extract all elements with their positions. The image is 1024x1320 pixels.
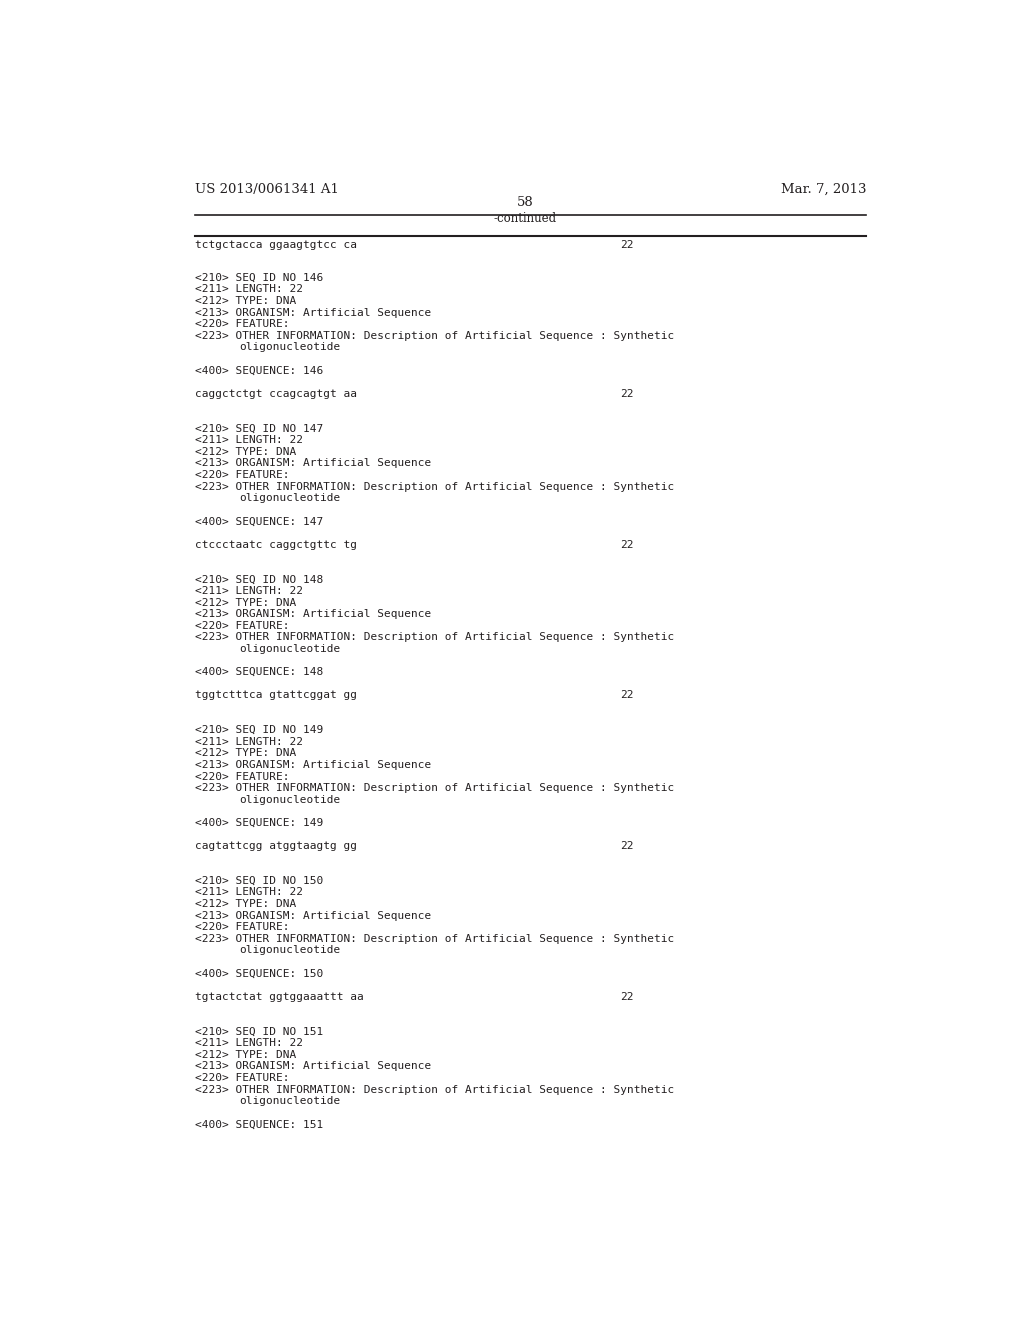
Text: <212> TYPE: DNA: <212> TYPE: DNA	[196, 748, 297, 758]
Text: <223> OTHER INFORMATION: Description of Artificial Sequence : Synthetic: <223> OTHER INFORMATION: Description of …	[196, 783, 675, 793]
Text: <223> OTHER INFORMATION: Description of Artificial Sequence : Synthetic: <223> OTHER INFORMATION: Description of …	[196, 1085, 675, 1094]
Text: <213> ORGANISM: Artificial Sequence: <213> ORGANISM: Artificial Sequence	[196, 911, 432, 920]
Text: <212> TYPE: DNA: <212> TYPE: DNA	[196, 447, 297, 457]
Text: <213> ORGANISM: Artificial Sequence: <213> ORGANISM: Artificial Sequence	[196, 458, 432, 469]
Text: <213> ORGANISM: Artificial Sequence: <213> ORGANISM: Artificial Sequence	[196, 609, 432, 619]
Text: 22: 22	[620, 389, 634, 399]
Text: caggctctgt ccagcagtgt aa: caggctctgt ccagcagtgt aa	[196, 389, 357, 399]
Text: oligonucleotide: oligonucleotide	[240, 342, 340, 352]
Text: <213> ORGANISM: Artificial Sequence: <213> ORGANISM: Artificial Sequence	[196, 1061, 432, 1072]
Text: <220> FEATURE:: <220> FEATURE:	[196, 319, 290, 329]
Text: US 2013/0061341 A1: US 2013/0061341 A1	[196, 183, 339, 195]
Text: <220> FEATURE:: <220> FEATURE:	[196, 923, 290, 932]
Text: 22: 22	[620, 991, 634, 1002]
Text: <210> SEQ ID NO 150: <210> SEQ ID NO 150	[196, 876, 324, 886]
Text: <213> ORGANISM: Artificial Sequence: <213> ORGANISM: Artificial Sequence	[196, 308, 432, 318]
Text: 22: 22	[620, 240, 634, 249]
Text: <211> LENGTH: 22: <211> LENGTH: 22	[196, 887, 303, 898]
Text: <400> SEQUENCE: 148: <400> SEQUENCE: 148	[196, 667, 324, 677]
Text: <212> TYPE: DNA: <212> TYPE: DNA	[196, 296, 297, 306]
Text: <220> FEATURE:: <220> FEATURE:	[196, 620, 290, 631]
Text: <220> FEATURE:: <220> FEATURE:	[196, 470, 290, 480]
Text: <223> OTHER INFORMATION: Description of Artificial Sequence : Synthetic: <223> OTHER INFORMATION: Description of …	[196, 632, 675, 643]
Text: <400> SEQUENCE: 150: <400> SEQUENCE: 150	[196, 969, 324, 978]
Text: oligonucleotide: oligonucleotide	[240, 795, 340, 805]
Text: Mar. 7, 2013: Mar. 7, 2013	[780, 183, 866, 195]
Text: oligonucleotide: oligonucleotide	[240, 1096, 340, 1106]
Text: <211> LENGTH: 22: <211> LENGTH: 22	[196, 285, 303, 294]
Text: <213> ORGANISM: Artificial Sequence: <213> ORGANISM: Artificial Sequence	[196, 760, 432, 770]
Text: <210> SEQ ID NO 147: <210> SEQ ID NO 147	[196, 424, 324, 434]
Text: <223> OTHER INFORMATION: Description of Artificial Sequence : Synthetic: <223> OTHER INFORMATION: Description of …	[196, 331, 675, 341]
Text: <211> LENGTH: 22: <211> LENGTH: 22	[196, 586, 303, 595]
Text: <212> TYPE: DNA: <212> TYPE: DNA	[196, 1049, 297, 1060]
Text: tggtctttca gtattcggat gg: tggtctttca gtattcggat gg	[196, 690, 357, 701]
Text: <223> OTHER INFORMATION: Description of Artificial Sequence : Synthetic: <223> OTHER INFORMATION: Description of …	[196, 482, 675, 491]
Text: <210> SEQ ID NO 148: <210> SEQ ID NO 148	[196, 574, 324, 585]
Text: <210> SEQ ID NO 146: <210> SEQ ID NO 146	[196, 273, 324, 282]
Text: 22: 22	[620, 690, 634, 701]
Text: -continued: -continued	[494, 213, 556, 226]
Text: <400> SEQUENCE: 146: <400> SEQUENCE: 146	[196, 366, 324, 376]
Text: <220> FEATURE:: <220> FEATURE:	[196, 771, 290, 781]
Text: <223> OTHER INFORMATION: Description of Artificial Sequence : Synthetic: <223> OTHER INFORMATION: Description of …	[196, 933, 675, 944]
Text: <220> FEATURE:: <220> FEATURE:	[196, 1073, 290, 1082]
Text: oligonucleotide: oligonucleotide	[240, 945, 340, 956]
Text: <212> TYPE: DNA: <212> TYPE: DNA	[196, 899, 297, 909]
Text: cagtattcgg atggtaagtg gg: cagtattcgg atggtaagtg gg	[196, 841, 357, 851]
Text: <210> SEQ ID NO 151: <210> SEQ ID NO 151	[196, 1027, 324, 1036]
Text: 22: 22	[620, 540, 634, 549]
Text: <400> SEQUENCE: 149: <400> SEQUENCE: 149	[196, 818, 324, 828]
Text: <400> SEQUENCE: 147: <400> SEQUENCE: 147	[196, 516, 324, 527]
Text: <400> SEQUENCE: 151: <400> SEQUENCE: 151	[196, 1119, 324, 1130]
Text: 22: 22	[620, 841, 634, 851]
Text: tgtactctat ggtggaaattt aa: tgtactctat ggtggaaattt aa	[196, 991, 365, 1002]
Text: ctccctaatc caggctgttc tg: ctccctaatc caggctgttc tg	[196, 540, 357, 549]
Text: <212> TYPE: DNA: <212> TYPE: DNA	[196, 598, 297, 607]
Text: 58: 58	[516, 197, 534, 210]
Text: tctgctacca ggaagtgtcc ca: tctgctacca ggaagtgtcc ca	[196, 240, 357, 249]
Text: <210> SEQ ID NO 149: <210> SEQ ID NO 149	[196, 725, 324, 735]
Text: <211> LENGTH: 22: <211> LENGTH: 22	[196, 1039, 303, 1048]
Text: oligonucleotide: oligonucleotide	[240, 494, 340, 503]
Text: oligonucleotide: oligonucleotide	[240, 644, 340, 653]
Text: <211> LENGTH: 22: <211> LENGTH: 22	[196, 436, 303, 445]
Text: <211> LENGTH: 22: <211> LENGTH: 22	[196, 737, 303, 747]
